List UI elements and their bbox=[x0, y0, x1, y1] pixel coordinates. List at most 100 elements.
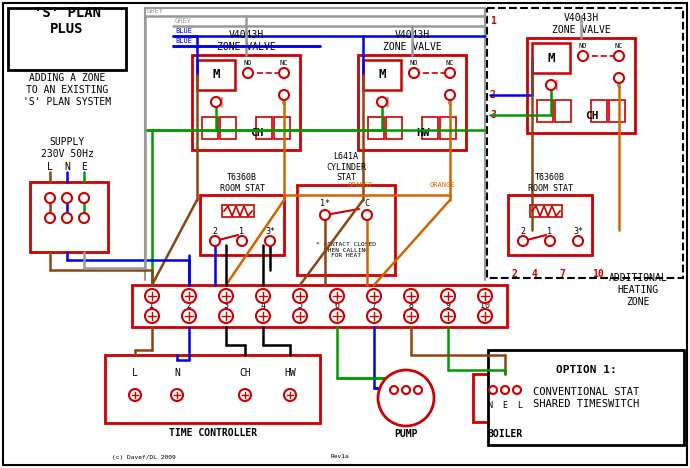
Circle shape bbox=[545, 236, 555, 246]
Bar bbox=[368, 117, 384, 139]
Text: M: M bbox=[547, 51, 555, 65]
Text: NC: NC bbox=[615, 43, 623, 49]
Text: GREY: GREY bbox=[175, 18, 192, 24]
Circle shape bbox=[377, 97, 387, 107]
Bar bbox=[297, 185, 395, 275]
Bar bbox=[473, 374, 537, 422]
Text: CONVENTIONAL STAT
SHARED TIMESWITCH: CONVENTIONAL STAT SHARED TIMESWITCH bbox=[533, 387, 639, 409]
Text: BLUE: BLUE bbox=[175, 28, 192, 34]
Circle shape bbox=[79, 213, 89, 223]
Bar bbox=[555, 100, 571, 122]
Text: TIME CONTROLLER: TIME CONTROLLER bbox=[169, 428, 257, 438]
Circle shape bbox=[614, 73, 624, 83]
Bar bbox=[274, 117, 290, 139]
Text: NC: NC bbox=[279, 60, 288, 66]
Bar bbox=[488, 350, 684, 445]
Bar bbox=[200, 195, 284, 255]
Circle shape bbox=[265, 236, 275, 246]
Text: 3: 3 bbox=[490, 110, 496, 120]
Text: 5: 5 bbox=[297, 301, 302, 310]
Text: M: M bbox=[378, 68, 386, 81]
Text: 3: 3 bbox=[224, 301, 228, 310]
Bar bbox=[386, 117, 402, 139]
Text: E: E bbox=[81, 162, 87, 172]
Circle shape bbox=[171, 389, 183, 401]
Text: 1: 1 bbox=[547, 227, 553, 235]
Text: V4043H
ZONE VALVE: V4043H ZONE VALVE bbox=[383, 30, 442, 52]
Circle shape bbox=[445, 68, 455, 78]
Circle shape bbox=[145, 289, 159, 303]
Text: 2: 2 bbox=[490, 90, 496, 100]
Circle shape bbox=[145, 309, 159, 323]
Circle shape bbox=[129, 389, 141, 401]
Circle shape bbox=[284, 389, 296, 401]
Text: C: C bbox=[448, 100, 452, 106]
Circle shape bbox=[478, 289, 492, 303]
Circle shape bbox=[367, 309, 381, 323]
Text: 3*: 3* bbox=[573, 227, 583, 235]
Text: 'S' PLAN
PLUS: 'S' PLAN PLUS bbox=[34, 6, 101, 36]
Text: 1: 1 bbox=[150, 301, 155, 310]
Bar bbox=[105, 355, 320, 423]
Circle shape bbox=[362, 210, 372, 220]
Text: |: | bbox=[218, 97, 224, 107]
Text: ORANGE: ORANGE bbox=[348, 182, 373, 188]
Circle shape bbox=[414, 386, 422, 394]
Text: V4043H
ZONE VALVE: V4043H ZONE VALVE bbox=[551, 13, 611, 35]
Circle shape bbox=[546, 80, 556, 90]
Circle shape bbox=[578, 51, 588, 61]
Circle shape bbox=[441, 309, 455, 323]
Circle shape bbox=[211, 97, 221, 107]
Bar bbox=[256, 117, 272, 139]
Text: * CONTACT CLOSED
WHEN CALLING
FOR HEAT: * CONTACT CLOSED WHEN CALLING FOR HEAT bbox=[316, 241, 376, 258]
Text: CH: CH bbox=[585, 111, 599, 121]
Circle shape bbox=[404, 289, 418, 303]
Bar bbox=[220, 117, 236, 139]
Text: L641A
CYLINDER
STAT: L641A CYLINDER STAT bbox=[326, 152, 366, 182]
Circle shape bbox=[518, 236, 528, 246]
Text: L: L bbox=[47, 162, 53, 172]
Circle shape bbox=[45, 193, 55, 203]
Circle shape bbox=[445, 90, 455, 100]
Circle shape bbox=[320, 210, 330, 220]
Bar bbox=[30, 182, 108, 252]
Text: 2: 2 bbox=[213, 227, 217, 235]
Bar bbox=[222, 205, 254, 217]
Text: C: C bbox=[617, 83, 621, 89]
Circle shape bbox=[62, 213, 72, 223]
Circle shape bbox=[256, 309, 270, 323]
Circle shape bbox=[237, 236, 247, 246]
Text: OPTION 1:: OPTION 1: bbox=[555, 365, 616, 375]
Circle shape bbox=[279, 68, 289, 78]
Bar bbox=[8, 8, 126, 70]
Text: BOILER: BOILER bbox=[487, 429, 522, 439]
Text: 4: 4 bbox=[531, 269, 537, 279]
Circle shape bbox=[402, 386, 410, 394]
Text: ADDING A ZONE
TO AN EXISTING
'S' PLAN SYSTEM: ADDING A ZONE TO AN EXISTING 'S' PLAN SY… bbox=[23, 73, 111, 107]
Text: 10: 10 bbox=[480, 301, 490, 310]
Text: T6360B
ROOM STAT: T6360B ROOM STAT bbox=[219, 173, 264, 193]
Text: M: M bbox=[213, 68, 219, 81]
Text: 4: 4 bbox=[261, 301, 266, 310]
Text: 1: 1 bbox=[239, 227, 244, 235]
Text: 7: 7 bbox=[559, 269, 565, 279]
Circle shape bbox=[367, 289, 381, 303]
Text: 8: 8 bbox=[408, 301, 413, 310]
Circle shape bbox=[210, 236, 220, 246]
Text: |: | bbox=[384, 97, 390, 107]
Circle shape bbox=[45, 213, 55, 223]
Text: 10: 10 bbox=[592, 269, 604, 279]
Bar bbox=[508, 195, 592, 255]
Text: N  E  L: N E L bbox=[488, 402, 522, 410]
Text: GREY: GREY bbox=[147, 8, 164, 14]
Circle shape bbox=[330, 289, 344, 303]
Text: 2: 2 bbox=[186, 301, 192, 310]
Circle shape bbox=[239, 389, 251, 401]
Bar bbox=[358, 55, 466, 150]
Bar bbox=[192, 55, 300, 150]
Text: (c) Davef/DL 2009: (c) Davef/DL 2009 bbox=[112, 454, 176, 460]
Circle shape bbox=[390, 386, 398, 394]
Circle shape bbox=[441, 289, 455, 303]
Circle shape bbox=[62, 193, 72, 203]
Text: PUMP: PUMP bbox=[394, 429, 417, 439]
